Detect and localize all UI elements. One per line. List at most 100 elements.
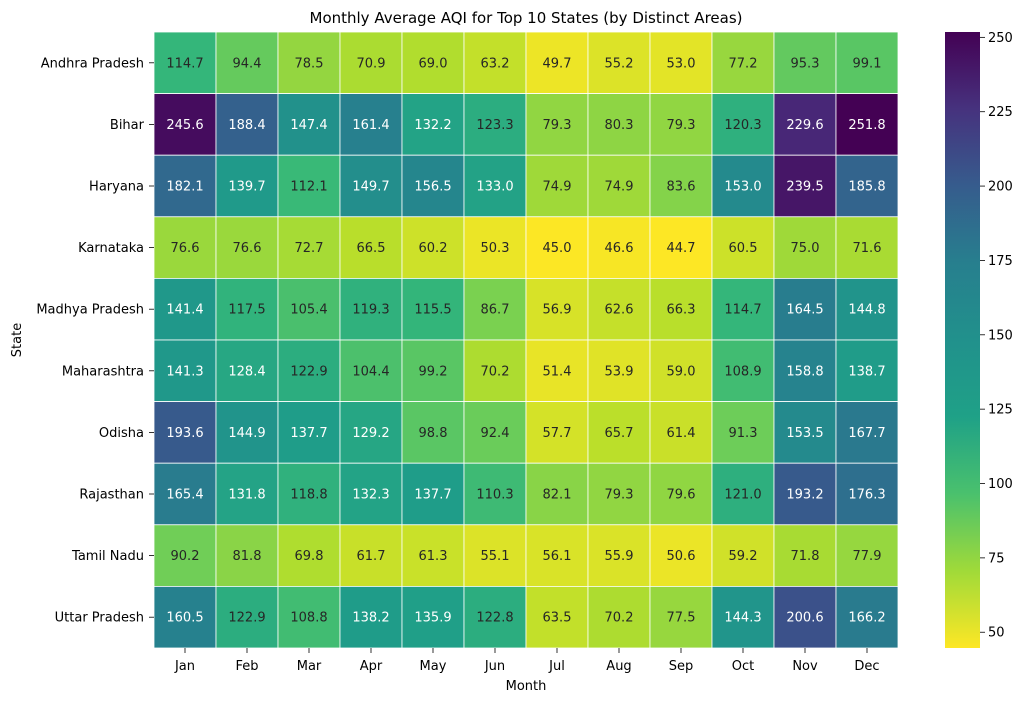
cell-value-label: 57.7 bbox=[543, 426, 572, 441]
heatmap-cell bbox=[525, 277, 589, 341]
cell-value-label: 83.6 bbox=[667, 180, 696, 195]
cell-value-label: 245.6 bbox=[166, 118, 203, 133]
cell-value-label: 99.1 bbox=[853, 56, 882, 71]
cell-value-label: 53.0 bbox=[667, 56, 696, 71]
cell-value-label: 59.0 bbox=[667, 364, 696, 379]
cell-value-label: 77.9 bbox=[853, 549, 882, 564]
cell-value-label: 122.8 bbox=[476, 611, 513, 626]
y-tick-label: Odisha bbox=[99, 426, 144, 441]
colorbar-tick-label: 50 bbox=[988, 626, 1005, 641]
cell-value-label: 128.4 bbox=[228, 364, 265, 379]
heatmap-cell bbox=[339, 93, 403, 156]
cell-value-label: 74.9 bbox=[543, 180, 572, 195]
heatmap-cell bbox=[835, 154, 899, 218]
cell-value-label: 79.3 bbox=[543, 118, 572, 133]
x-axis: Jan Feb Mar Apr May Jun Jul Aug Sep Oct Nov Dec bbox=[174, 648, 880, 674]
heatmap-cell bbox=[649, 93, 713, 156]
heatmap-cell bbox=[773, 216, 837, 279]
heatmap-cell bbox=[463, 277, 527, 341]
heatmap-cell bbox=[401, 154, 465, 218]
x-tick-label: Jan bbox=[174, 659, 195, 674]
heatmap-cell bbox=[153, 154, 217, 218]
cell-value-label: 193.2 bbox=[786, 488, 823, 503]
cell-value-label: 131.8 bbox=[228, 488, 265, 503]
y-tick-label: Karnataka bbox=[78, 241, 144, 256]
cell-value-label: 69.0 bbox=[419, 56, 448, 71]
cell-value-label: 98.8 bbox=[419, 426, 448, 441]
heatmap-cell bbox=[277, 154, 341, 218]
cell-value-label: 61.4 bbox=[667, 426, 696, 441]
cell-value-label: 108.9 bbox=[724, 364, 761, 379]
heatmap-cell bbox=[649, 339, 713, 402]
cell-value-label: 50.3 bbox=[481, 241, 510, 256]
cell-value-label: 118.8 bbox=[290, 488, 327, 503]
cell-value-label: 105.4 bbox=[290, 303, 327, 318]
heatmap-cell bbox=[835, 339, 899, 402]
colorbar-gradient bbox=[945, 32, 980, 648]
x-tick-label: Dec bbox=[854, 659, 879, 674]
heatmap-cell bbox=[277, 586, 341, 649]
cell-value-label: 66.3 bbox=[667, 303, 696, 318]
cell-value-label: 117.5 bbox=[228, 303, 265, 318]
heatmap-cell bbox=[711, 216, 775, 279]
heatmap-cell bbox=[339, 586, 403, 649]
cell-value-label: 77.2 bbox=[729, 56, 758, 71]
heatmap-cells bbox=[153, 31, 899, 649]
heatmap-cell bbox=[215, 524, 279, 587]
x-tick-label: Feb bbox=[235, 659, 258, 674]
colorbar-tick-label: 200 bbox=[988, 180, 1013, 195]
cell-value-label: 92.4 bbox=[481, 426, 510, 441]
heatmap-cell bbox=[711, 339, 775, 402]
heatmap-cell bbox=[711, 93, 775, 156]
cell-value-label: 133.0 bbox=[476, 180, 513, 195]
heatmap-cell bbox=[153, 401, 217, 464]
heatmap-cell bbox=[773, 462, 837, 526]
cell-value-label: 63.2 bbox=[481, 56, 510, 71]
heatmap-cell bbox=[835, 462, 899, 526]
x-tick-label: Sep bbox=[669, 659, 694, 674]
cell-value-label: 135.9 bbox=[414, 611, 451, 626]
colorbar: 50 75 100 125 150 175 200 225 250 bbox=[945, 31, 1013, 648]
cell-value-label: 76.6 bbox=[233, 241, 262, 256]
colorbar-tick-label: 175 bbox=[988, 254, 1013, 269]
cell-value-label: 53.9 bbox=[605, 364, 634, 379]
heatmap-cell bbox=[463, 339, 527, 402]
x-tick-label: Mar bbox=[297, 659, 322, 674]
cell-value-label: 200.6 bbox=[786, 611, 823, 626]
heatmap-cell bbox=[835, 216, 899, 279]
cell-value-label: 60.5 bbox=[729, 241, 758, 256]
cell-value-label: 72.7 bbox=[295, 241, 324, 256]
cell-value-label: 55.2 bbox=[605, 56, 634, 71]
cell-value-label: 61.3 bbox=[419, 549, 448, 564]
heatmap-cell bbox=[835, 524, 899, 587]
heatmap-cell bbox=[773, 93, 837, 156]
heatmap-cell bbox=[401, 93, 465, 156]
heatmap-cell bbox=[587, 586, 651, 649]
heatmap-cell bbox=[773, 401, 837, 464]
cell-value-label: 176.3 bbox=[848, 488, 885, 503]
heatmap-cell bbox=[463, 216, 527, 279]
heatmap-cell bbox=[525, 401, 589, 464]
heatmap-cell bbox=[339, 462, 403, 526]
heatmap-cell bbox=[587, 31, 651, 94]
heatmap-cell bbox=[401, 401, 465, 464]
heatmap-cell bbox=[153, 339, 217, 402]
heatmap-cell bbox=[339, 524, 403, 587]
heatmap-cell bbox=[835, 401, 899, 464]
cell-value-label: 164.5 bbox=[786, 303, 823, 318]
heatmap-cell bbox=[215, 31, 279, 94]
cell-value-label: 77.5 bbox=[667, 611, 696, 626]
heatmap-cell bbox=[587, 277, 651, 341]
heatmap-cell bbox=[525, 339, 589, 402]
heatmap-cell bbox=[339, 31, 403, 94]
x-tick-label: May bbox=[420, 659, 447, 674]
cell-value-label: 251.8 bbox=[848, 118, 885, 133]
heatmap-cell bbox=[525, 586, 589, 649]
cell-value-label: 79.3 bbox=[605, 488, 634, 503]
heatmap-cell bbox=[587, 339, 651, 402]
cell-value-label: 63.5 bbox=[543, 611, 572, 626]
heatmap-cell bbox=[215, 586, 279, 649]
x-tick-label: Jun bbox=[484, 659, 505, 674]
cell-value-label: 137.7 bbox=[414, 488, 451, 503]
